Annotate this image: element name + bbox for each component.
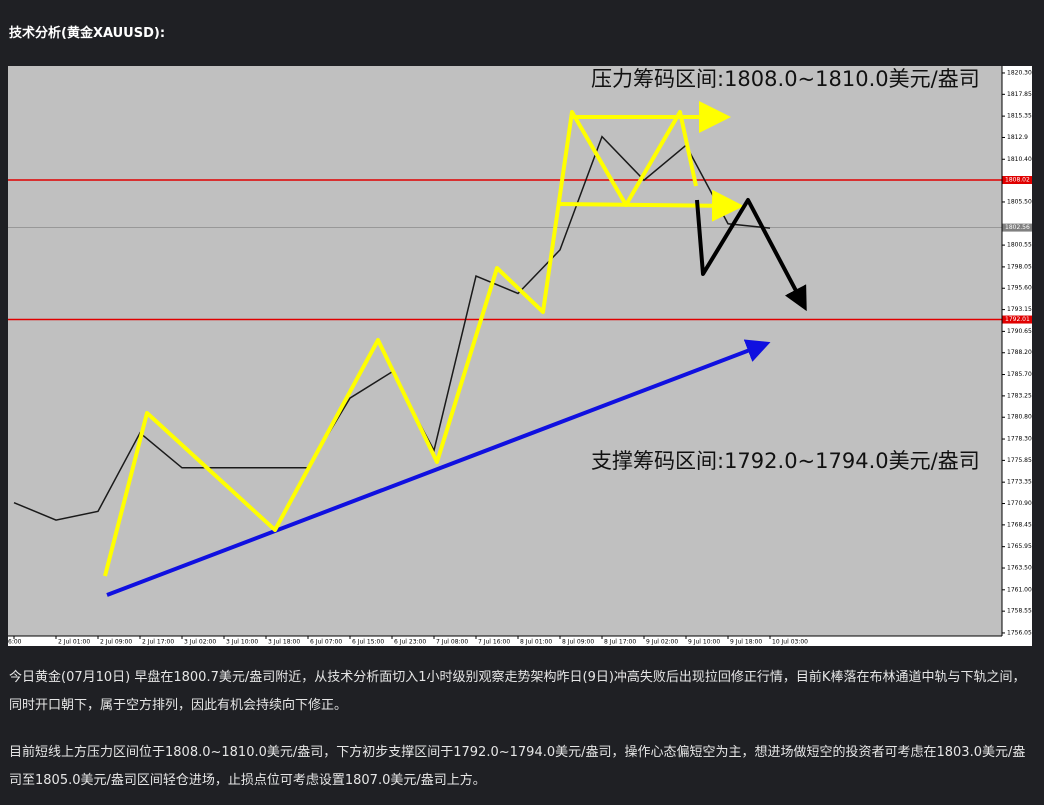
y-tick-label: 1812.9 [1007, 134, 1028, 141]
heading: 技术分析(黄金XAUUSD): [9, 26, 166, 41]
annotation: 压力筹码区间:1808.0~1810.0美元/盎司 [591, 67, 980, 91]
y-tick-label: 1817.85 [1007, 91, 1032, 98]
y-tick-label: 1780.80 [1007, 414, 1032, 421]
x-tick-label: 8 Jul 09:00 [562, 639, 594, 646]
level-label: 1802.56 [1005, 224, 1030, 231]
y-tick-label: 1773.35 [1007, 479, 1032, 486]
annotation-drawing [103, 101, 807, 597]
x-tick-label: 6 Jul 07:00 [310, 639, 342, 646]
y-tick-label: 1770.90 [1007, 500, 1032, 507]
y-tick-label: 1790.65 [1007, 328, 1032, 335]
y-tick-label: 1810.40 [1007, 156, 1032, 163]
y-tick-label: 1761.00 [1007, 586, 1032, 593]
x-tick-label: 3 Jul 10:00 [226, 639, 258, 646]
y-tick-label: 1775.85 [1007, 457, 1032, 464]
y-tick-label: 1765.95 [1007, 543, 1032, 550]
y-tick-label: 1815.35 [1007, 113, 1032, 120]
x-tick-label: 6 Jul 23:00 [394, 639, 426, 646]
level-label: 1792.01 [1005, 316, 1030, 323]
trend-arrow [106, 339, 771, 597]
x-tick-label: 2 Jul 01:00 [58, 639, 90, 646]
x-tick-label: 9 Jul 18:00 [730, 639, 762, 646]
y-tick-label: 1783.25 [1007, 392, 1032, 399]
y-tick-label: 1778.30 [1007, 436, 1032, 443]
level-tag [1002, 223, 1032, 232]
y-tick-label: 1763.50 [1007, 565, 1032, 572]
y-tick-label: 1768.45 [1007, 521, 1032, 528]
y-tick-label: 1758.55 [1007, 608, 1032, 615]
x-tick-label: 3 Jul 18:00 [268, 639, 300, 646]
y-tick-label: 1798.05 [1007, 263, 1032, 270]
pattern-zigzag [103, 110, 698, 577]
y-tick-label: 1793.15 [1007, 306, 1032, 313]
chart: 压力筹码区间:1808.0~1810.0美元/盎司 支撑筹码区间:1792.0~… [8, 66, 1032, 646]
x-tick-label: 7 Jul 08:00 [436, 639, 468, 646]
paragraph: 今日黄金(07月10日) 早盘在1800.7美元/盎司附近，从技术分析面切入1小… [9, 670, 1026, 713]
x-tick-label: 2 Jul 17:00 [142, 639, 174, 646]
y-tick-label: 1788.20 [1007, 349, 1032, 356]
x-tick-label: 3 Jul 02:00 [184, 639, 216, 646]
x-tick-label: 8 Jul 01:00 [520, 639, 552, 646]
y-tick-label: 1795.60 [1007, 285, 1032, 292]
x-tick-label: 2 Jul 09:00 [100, 639, 132, 646]
x-tick-label: 9 Jul 10:00 [688, 639, 720, 646]
x-tick-label: 6 Jul 15:00 [352, 639, 384, 646]
y-tick-label: 1800.55 [1007, 242, 1032, 249]
level-tag [1002, 176, 1032, 184]
paragraph: 目前短线上方压力区间位于1808.0~1810.0美元/盎司，下方初步支撑区间于… [9, 745, 1026, 788]
x-tick-label: 6:00 [8, 639, 22, 646]
x-tick-label: 10 Jul 03:00 [772, 639, 808, 646]
annotation: 支撑筹码区间:1792.0~1794.0美元/盎司 [591, 449, 980, 473]
plot-area [8, 66, 1002, 636]
x-tick-label: 9 Jul 02:00 [646, 639, 678, 646]
x-tick-label: 7 Jul 16:00 [478, 639, 510, 646]
x-tick-label: 8 Jul 17:00 [604, 639, 636, 646]
y-tick-label: 1820.30 [1007, 69, 1032, 76]
y-tick-label: 1785.70 [1007, 371, 1032, 378]
forecast-arrow [695, 198, 807, 312]
y-tick-label: 1805.50 [1007, 198, 1032, 205]
level-tag [1002, 315, 1032, 324]
y-tick-label: 1756.05 [1007, 629, 1032, 636]
level-label: 1808.02 [1005, 177, 1030, 184]
neckline-arrow [557, 189, 744, 222]
